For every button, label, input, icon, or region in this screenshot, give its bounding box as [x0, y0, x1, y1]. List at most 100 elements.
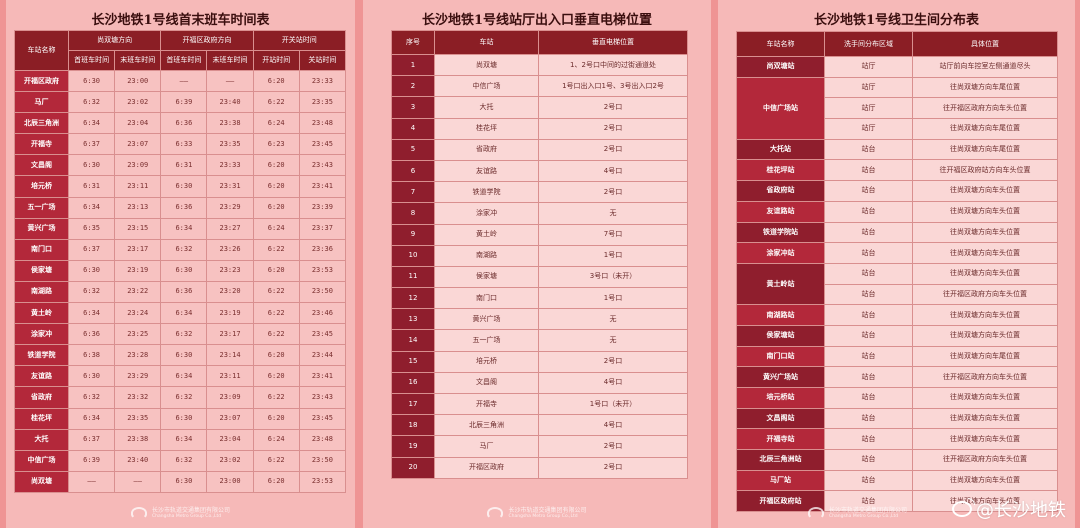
table-row: 开福寺 6:37 23:07 6:33 23:35 6:23 23:45 — [14, 133, 347, 156]
time-cell: 23:19 — [206, 302, 254, 325]
station-name: 大托站 — [736, 138, 825, 161]
time-cell: 23:45 — [298, 323, 347, 346]
table-row: 开福区政府站 站台 往尚双塘方向车头位置 — [736, 490, 1058, 513]
time-cell: 23:53 — [298, 259, 347, 282]
station-name: 涂家冲 — [434, 202, 539, 225]
time-cell: —— — [67, 470, 116, 493]
station-name: 马厂 — [14, 91, 69, 114]
time-cell: 23:17 — [206, 323, 254, 346]
elevator-location: 2号口 — [538, 350, 688, 373]
table-row: 文昌阁站 站台 往尚双塘方向车头位置 — [736, 407, 1058, 430]
time-cell: 23:29 — [114, 365, 162, 388]
time-cell: 6:20 — [252, 259, 300, 282]
time-cell: 6:31 — [160, 154, 208, 177]
restroom-location: 往尚双塘方向车尾位置 — [912, 345, 1058, 368]
time-cell: 23:40 — [114, 449, 162, 472]
time-cell: 23:37 — [298, 217, 347, 240]
station-name: 友谊路 — [14, 365, 69, 388]
col-last-south: 末班车时间 — [206, 50, 254, 71]
table-row: 10 南湖路 1号口 — [391, 244, 688, 267]
station-name: 南门口站 — [736, 345, 825, 368]
time-cell: 23:13 — [114, 196, 162, 219]
metro-logo-icon — [130, 507, 147, 519]
footer-company: 长沙市轨道交通集团有限公司 — [508, 506, 587, 514]
table-row: 18 北辰三角洲 4号口 — [391, 414, 688, 437]
station-name: 中信广场 — [434, 75, 539, 98]
time-cell: 6:22 — [252, 238, 300, 261]
time-cell: 6:32 — [67, 280, 116, 304]
table-row: 桂花坪 6:34 23:35 6:30 23:07 6:20 23:45 — [14, 407, 347, 430]
time-cell: 23:20 — [206, 280, 254, 304]
time-cell: 6:34 — [67, 407, 116, 430]
table-row: 尚双塘 —— —— 6:30 23:00 6:20 23:53 — [14, 470, 347, 493]
table-row: 黄土岭站 站台 往尚双塘方向车头位置 — [736, 262, 1058, 306]
time-cell: 23:07 — [206, 407, 254, 430]
row-number: 2 — [391, 75, 435, 98]
row-number: 3 — [391, 96, 435, 119]
station-name: 南门口 — [434, 287, 539, 310]
time-cell: 23:53 — [298, 470, 347, 493]
time-cell: 23:00 — [114, 69, 162, 93]
table-row: 站厅 往开福区政府方向车头位置 — [737, 97, 1058, 120]
table-row: 南湖路站 站台 往尚双塘方向车头位置 — [736, 304, 1058, 326]
restroom-area: 站台 — [824, 262, 913, 285]
restroom-location: 往尚双塘方向车头位置 — [912, 180, 1058, 202]
restroom-area: 站台 — [824, 159, 913, 182]
time-cell: 6:23 — [252, 133, 300, 156]
time-cell: 23:41 — [298, 175, 347, 198]
time-cell: 23:44 — [298, 344, 347, 367]
schedule-title: 长沙地铁1号线首末班车时间表 — [91, 13, 270, 28]
station-name: 友谊路站 — [736, 200, 825, 223]
table-row: 涂家冲站 站台 往尚双塘方向车头位置 — [736, 242, 1058, 264]
station-name: 侯家塘 — [434, 265, 539, 289]
station-name: 开福寺 — [14, 133, 69, 156]
table-row: 1 尚双塘 1、2号口中间的过街通道处 — [391, 53, 688, 77]
station-name: 马厂 — [434, 435, 539, 458]
time-cell: 6:34 — [160, 365, 208, 388]
station-name: 南湖路站 — [736, 304, 825, 326]
footer-company-en: Changsha Metro Group Co.,Ltd — [151, 513, 222, 519]
table-row: 桂花坪站 站台 往开福区政府站方向车头位置 — [736, 159, 1058, 182]
time-cell: —— — [206, 69, 254, 93]
table-row: 南湖路 6:32 23:22 6:36 23:20 6:22 23:50 — [14, 280, 347, 304]
elevator-title: 长沙地铁1号线站厅出入口垂直电梯位置 — [421, 13, 653, 28]
time-cell: 23:41 — [298, 365, 347, 388]
weibo-icon — [952, 498, 975, 517]
restroom-location: 往尚双塘方向车头位置 — [912, 242, 1058, 264]
time-cell: 23:45 — [298, 407, 347, 430]
station-name: 黄兴广场 — [14, 217, 69, 240]
table-row: 铁道学院 6:38 23:28 6:30 23:14 6:20 23:44 — [14, 344, 347, 367]
station-name: 侯家塘站 — [736, 324, 825, 347]
row-number: 19 — [391, 435, 435, 458]
time-cell: 23:15 — [114, 217, 162, 240]
station-name: 文昌阁 — [14, 154, 69, 177]
time-cell: 6:22 — [252, 302, 300, 325]
time-cell: 23:38 — [206, 112, 254, 135]
table-row: 马厂站 站台 往尚双塘方向车头位置 — [736, 469, 1058, 492]
time-cell: 6:38 — [67, 344, 116, 367]
station-name: 黄兴广场 — [434, 308, 539, 331]
elevator-location: 2号口 — [538, 96, 688, 119]
time-cell: 23:23 — [206, 259, 254, 282]
restroom-area: 站台 — [824, 138, 913, 161]
time-cell: 6:20 — [252, 365, 300, 388]
table-row: 友谊路站 站台 往尚双塘方向车头位置 — [736, 200, 1058, 223]
time-cell: 6:22 — [252, 91, 300, 114]
station-name: 黄土岭 — [14, 302, 69, 325]
station-name: 桂花坪 — [14, 407, 69, 430]
station-name: 培元桥站 — [736, 387, 825, 409]
row-number: 12 — [391, 287, 435, 310]
time-cell: 6:32 — [160, 323, 208, 346]
schedule-panel: 长沙地铁1号线首末班车时间表 车站名称 尚双塘方向 开福区政府方向 开关站时间 … — [6, 0, 355, 528]
table-row: 五一广场 6:34 23:13 6:36 23:29 6:20 23:39 — [14, 196, 347, 219]
time-cell: 6:30 — [67, 365, 116, 388]
station-name: 文昌阁站 — [736, 407, 825, 430]
time-cell: 23:33 — [298, 69, 347, 93]
col-first-south: 首班车时间 — [160, 50, 208, 71]
table-row: 4 桂花坪 2号口 — [391, 117, 688, 140]
elevator-location: 2号口 — [538, 181, 688, 204]
time-cell: 6:35 — [67, 217, 116, 240]
restroom-location: 往开福区政府方向车头位置 — [912, 283, 1058, 306]
elevator-location: 2号口 — [538, 138, 688, 161]
col-close: 关站时间 — [298, 50, 347, 71]
